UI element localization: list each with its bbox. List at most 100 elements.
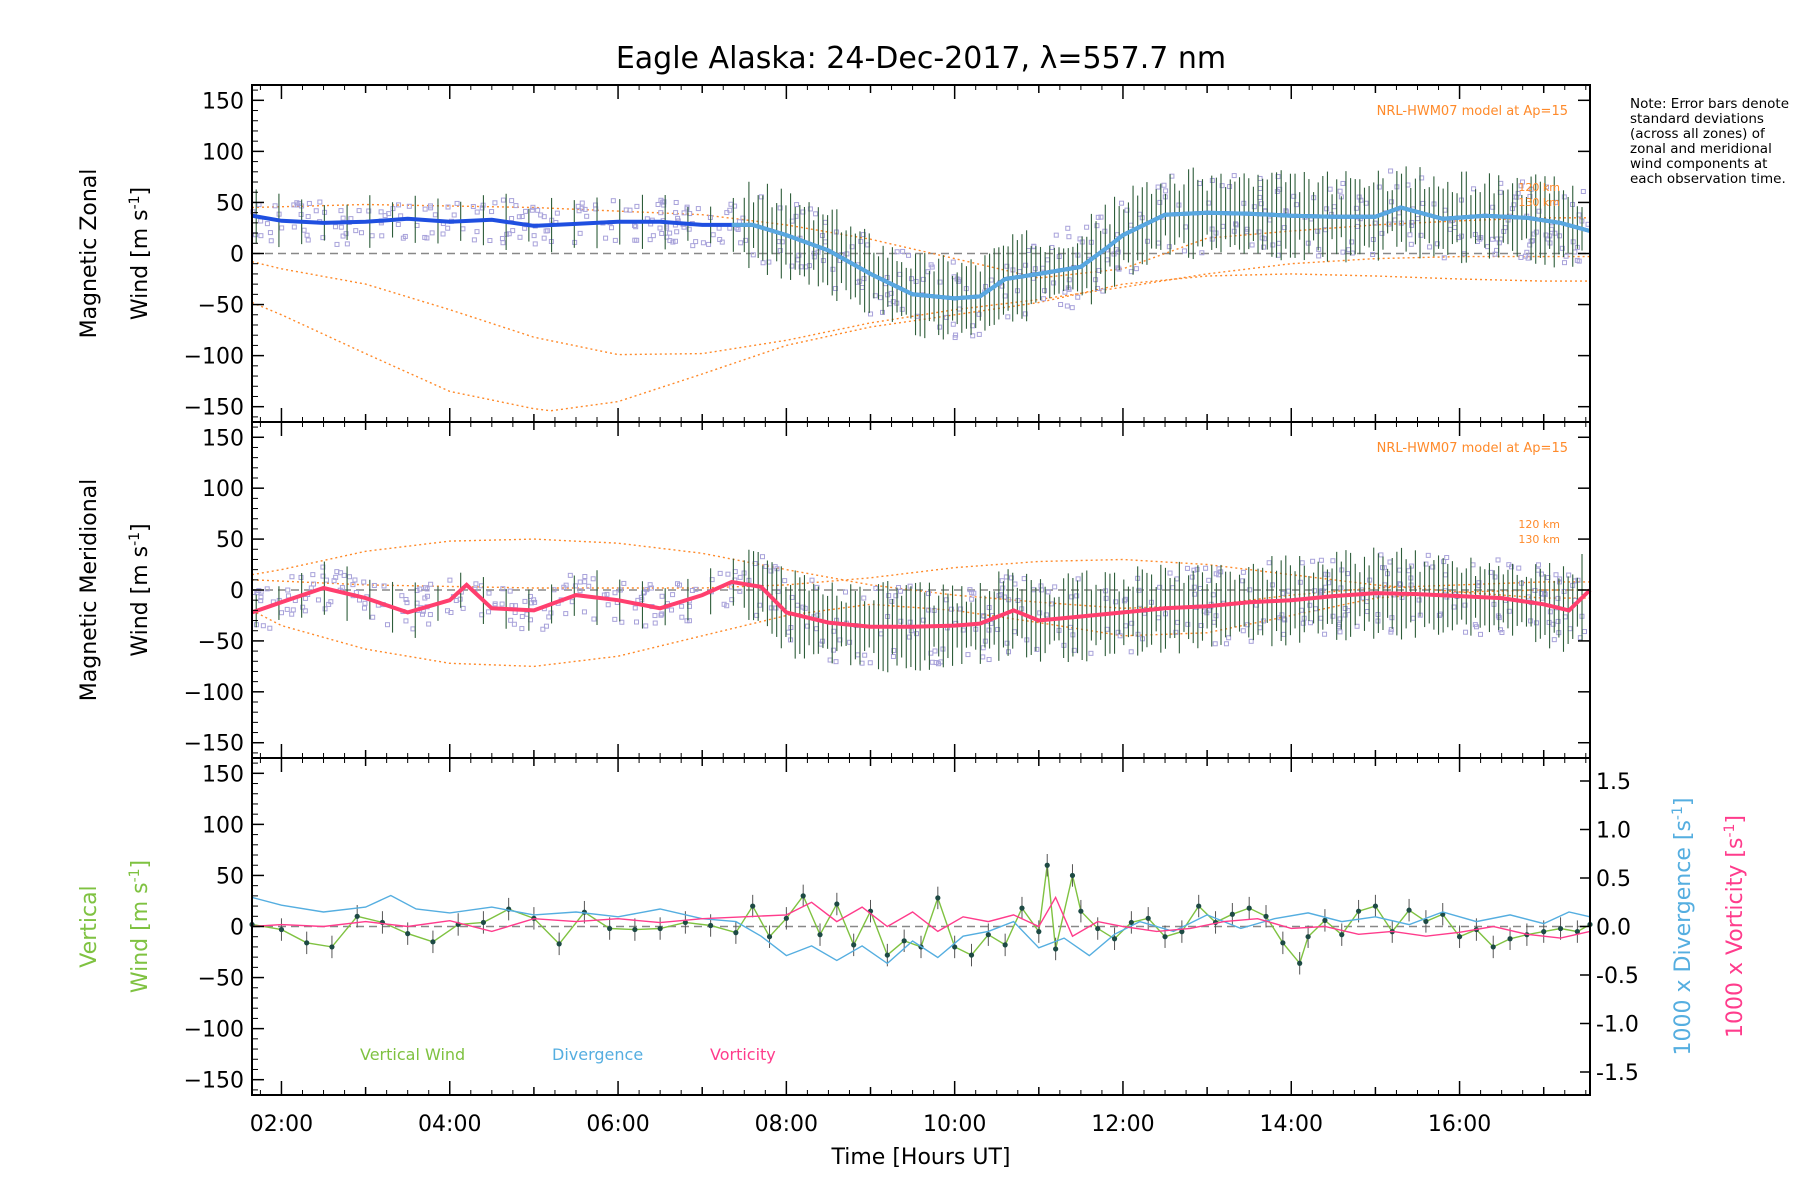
scatter-point <box>1532 587 1538 593</box>
scatter-point <box>1257 175 1263 181</box>
y-axis-label-line1: Magnetic Meridional <box>77 479 102 701</box>
scatter-point <box>1318 557 1324 563</box>
scatter-point <box>1249 242 1255 248</box>
scatter-point <box>1525 255 1531 261</box>
scatter-point <box>1557 233 1563 239</box>
y-tick-label: 150 <box>202 426 244 451</box>
scatter-point <box>369 233 375 239</box>
vertical-wind-point <box>1355 908 1362 914</box>
scatter-point <box>1423 561 1429 567</box>
y-axis-label-line2: Wind [m s-1] <box>127 187 153 320</box>
scatter-point <box>1281 631 1287 637</box>
scatter-point <box>861 276 867 282</box>
scatter-point <box>310 572 316 578</box>
vertical-wind-point <box>1372 903 1379 909</box>
scatter-point <box>655 201 661 207</box>
scatter-point <box>937 279 943 285</box>
legend-divergence: Divergence <box>552 1045 643 1064</box>
scatter-point <box>1441 255 1447 261</box>
vertical-wind-point <box>1002 942 1008 948</box>
scatter-point <box>1155 184 1161 190</box>
scatter-point <box>1240 628 1246 634</box>
scatter-point <box>1425 552 1431 558</box>
scatter-point <box>451 212 457 218</box>
scatter-point <box>358 230 364 236</box>
scatter-point <box>830 647 836 653</box>
scatter-point <box>366 208 372 214</box>
vertical-wind-point <box>985 932 991 938</box>
scatter-point <box>891 648 897 654</box>
scatter-point <box>1580 188 1586 194</box>
y-tick-label: −150 <box>184 396 244 421</box>
scatter-point <box>582 206 588 212</box>
scatter-point <box>604 591 610 597</box>
scatter-point <box>898 618 904 624</box>
vertical-wind-point <box>556 941 562 947</box>
scatter-point <box>679 603 685 609</box>
model-annotation: NRL-HWM07 model at Ap=15 <box>1377 104 1568 119</box>
scatter-point <box>1515 190 1521 196</box>
scatter-point <box>1293 202 1299 208</box>
scatter-point <box>535 207 541 213</box>
scatter-point <box>1416 597 1422 603</box>
scatter-point <box>932 648 938 654</box>
scatter-point <box>541 214 547 220</box>
scatter-point <box>1427 244 1433 250</box>
model-curve <box>251 589 1590 668</box>
scatter-point <box>605 602 611 608</box>
scatter-point <box>813 211 819 217</box>
scatter-point <box>1084 224 1090 230</box>
x-tick-label: 10:00 <box>923 1112 986 1137</box>
scatter-point <box>735 226 741 232</box>
scatter-point <box>1372 220 1378 226</box>
scatter-point <box>403 597 409 603</box>
scatter-point <box>659 611 665 617</box>
scatter-point <box>1524 249 1530 255</box>
scatter-point <box>523 208 529 214</box>
vertical-wind-point <box>783 915 789 921</box>
scatter-point <box>543 623 549 629</box>
scatter-point <box>1198 623 1204 629</box>
scatter-point <box>737 588 743 594</box>
scatter-point <box>1192 591 1198 597</box>
scatter-point <box>612 616 618 622</box>
scatter-point <box>474 209 480 215</box>
scatter-point <box>403 618 409 624</box>
vertical-wind-point <box>1036 929 1042 935</box>
scatter-point <box>1191 584 1197 590</box>
scatter-point <box>410 626 416 632</box>
scatter-point <box>516 214 522 220</box>
y-tick-label: −100 <box>184 345 244 370</box>
scatter-point <box>470 204 476 210</box>
vertical-wind-point <box>1179 929 1185 935</box>
scatter-point <box>782 578 788 584</box>
scatter-point <box>361 579 367 585</box>
scatter-point <box>1322 631 1328 637</box>
scatter-point <box>1379 230 1385 236</box>
scatter-point <box>652 613 658 619</box>
error-bar-note: Note: Error bars denote standard deviati… <box>1630 96 1790 187</box>
vertical-wind-point <box>834 901 840 907</box>
scatter-point <box>499 235 505 241</box>
scatter-point <box>1307 602 1313 608</box>
scatter-point <box>546 614 552 620</box>
scatter-point <box>256 202 262 208</box>
x-tick-label: 12:00 <box>1091 1112 1154 1137</box>
scatter-point <box>830 266 836 272</box>
vertical-wind-point <box>1162 934 1168 940</box>
scatter-point <box>577 579 583 585</box>
scatter-point <box>772 564 778 570</box>
scatter-point <box>609 225 615 231</box>
scatter-point <box>603 235 609 241</box>
scatter-point <box>1121 598 1127 604</box>
scatter-point <box>661 199 667 205</box>
y-tick-label: 100 <box>202 140 244 165</box>
scatter-point <box>424 593 430 599</box>
scatter-point <box>847 639 853 645</box>
scatter-point <box>399 593 405 599</box>
scatter-point <box>432 212 438 218</box>
scatter-point <box>315 597 321 603</box>
scatter-point <box>543 228 549 234</box>
scatter-point <box>1494 236 1500 242</box>
scatter-point <box>331 578 337 584</box>
